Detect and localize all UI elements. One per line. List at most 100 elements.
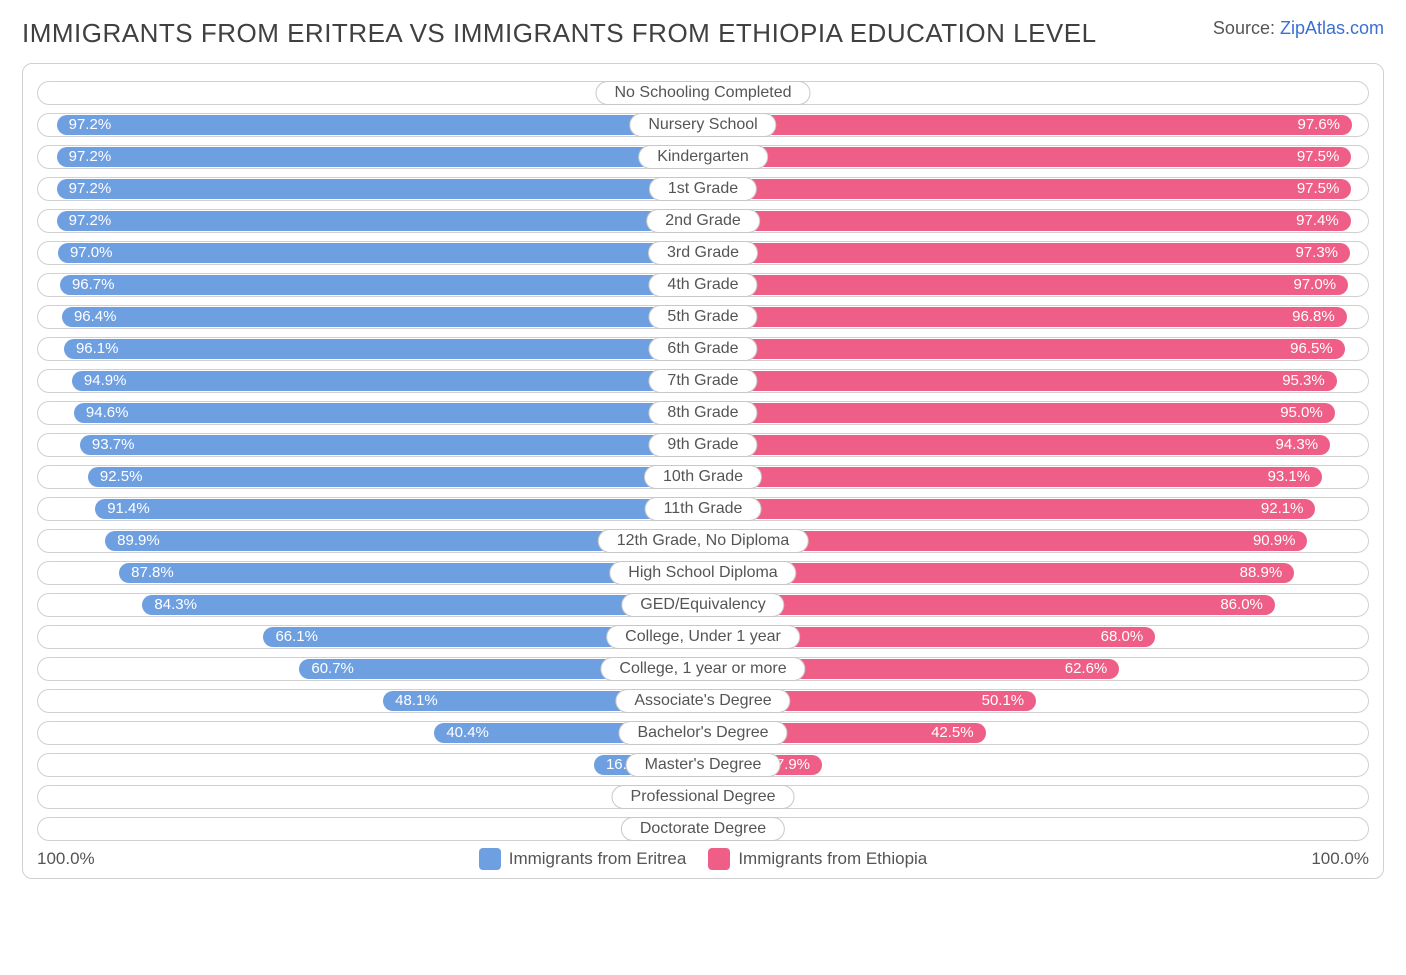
category-label: 10th Grade [644,465,762,489]
bar-side-left: 16.4% [37,753,703,777]
bar-side-right: 97.4% [703,209,1369,233]
bar-value-left: 60.7% [311,660,354,677]
bar-value-right: 97.5% [1297,148,1340,165]
source-link[interactable]: ZipAtlas.com [1280,18,1384,38]
legend-swatch-right [708,848,730,870]
bar-track-left: 4.8% [37,785,703,809]
bar-track-right: 2.4% [703,817,1369,841]
bar-track-right: 92.1% [703,497,1369,521]
source-credit: Source: ZipAtlas.com [1213,18,1384,39]
chart-row: 97.2%97.5%1st Grade [37,175,1369,202]
bar-track-left: 96.7% [37,273,703,297]
bar-right: 93.1% [703,467,1322,487]
bar-side-right: 95.0% [703,401,1369,425]
category-label: Master's Degree [626,753,781,777]
bar-side-right: 68.0% [703,625,1369,649]
bar-value-left: 66.1% [275,628,318,645]
category-label: Doctorate Degree [621,817,785,841]
bar-side-left: 96.7% [37,273,703,297]
bar-side-right: 97.5% [703,177,1369,201]
bar-side-right: 97.3% [703,241,1369,265]
bar-value-left: 94.6% [86,404,129,421]
chart-footer: 100.0% Immigrants from Eritrea Immigrant… [37,848,1369,870]
bar-value-right: 42.5% [931,724,974,741]
bar-left: 96.4% [62,307,703,327]
bar-track-right: 96.8% [703,305,1369,329]
axis-left-max: 100.0% [37,849,95,869]
bar-value-right: 68.0% [1101,628,1144,645]
bar-side-right: 97.0% [703,273,1369,297]
category-label: Nursery School [629,113,776,137]
bar-right: 92.1% [703,499,1315,519]
chart-row: 96.7% 97.0%4th Grade [37,271,1369,298]
chart-row: 2.8%2.5%No Schooling Completed [37,79,1369,106]
category-label: 6th Grade [648,337,757,361]
chart-row: 89.9%90.9%12th Grade, No Diploma [37,527,1369,554]
bar-left: 97.0% [58,243,703,263]
bar-track-left: 87.8% [37,561,703,585]
bar-track-left: 97.2% [37,113,703,137]
chart-row: 94.6% 95.0% 8th Grade [37,399,1369,426]
chart-row: 84.3%86.0%GED/Equivalency [37,591,1369,618]
bar-right: 97.5% [703,179,1351,199]
category-label: Bachelor's Degree [618,721,787,745]
bar-track-right: 97.6% [703,113,1369,137]
bar-left: 96.1% [64,339,703,359]
bar-track-right: 86.0% [703,593,1369,617]
bar-value-right: 97.3% [1295,244,1338,261]
category-label: 4th Grade [648,273,757,297]
bar-track-right: 93.1% [703,465,1369,489]
bar-value-right: 97.4% [1296,212,1339,229]
bar-side-left: 94.6% [37,401,703,425]
bar-value-right: 97.5% [1297,180,1340,197]
bar-left: 84.3% [142,595,703,615]
bar-value-right: 96.8% [1292,308,1335,325]
bar-right: 96.5% [703,339,1345,359]
chart-container: 2.8%2.5%No Schooling Completed97.2%97.6%… [22,63,1384,879]
bar-value-right: 96.5% [1290,340,1333,357]
chart-row: 87.8%88.9%High School Diploma [37,559,1369,586]
bar-side-left: 48.1% [37,689,703,713]
bar-value-right: 50.1% [982,692,1025,709]
bar-track-right: 42.5% [703,721,1369,745]
category-label: Kindergarten [638,145,768,169]
bar-value-left: 84.3% [154,596,197,613]
bar-track-left: 94.6% [37,401,703,425]
bar-left: 93.7% [80,435,703,455]
legend-item-left: Immigrants from Eritrea [479,848,687,870]
bar-side-right: 96.8% [703,305,1369,329]
bar-track-right: 97.5% [703,145,1369,169]
bar-value-left: 89.9% [117,532,160,549]
bar-track-left: 91.4% [37,497,703,521]
category-label: College, Under 1 year [606,625,800,649]
bar-right: 95.3% [703,371,1337,391]
chart-row: 96.4%96.8%5th Grade [37,303,1369,330]
bar-value-right: 95.0% [1280,404,1323,421]
chart-row: 4.8%5.3%Professional Degree [37,783,1369,810]
chart-row: 48.1%50.1%Associate's Degree [37,687,1369,714]
header: IMMIGRANTS FROM ERITREA VS IMMIGRANTS FR… [22,18,1384,49]
bar-side-left: 4.8% [37,785,703,809]
bar-side-left: 66.1% [37,625,703,649]
bar-left: 97.2% [57,179,703,199]
bar-track-left: 92.5% [37,465,703,489]
bar-side-left: 96.1% [37,337,703,361]
bar-right: 95.0% [703,403,1335,423]
bar-track-left: 97.2% [37,145,703,169]
bar-side-right: 17.9% [703,753,1369,777]
legend-label-right: Immigrants from Ethiopia [738,849,927,869]
category-label: 2nd Grade [646,209,760,233]
bar-side-right: 95.3% [703,369,1369,393]
bar-side-right: 97.6% [703,113,1369,137]
bar-track-left: 94.9% [37,369,703,393]
bar-left: 96.7% [60,275,703,295]
bar-value-right: 92.1% [1261,500,1304,517]
bar-value-left: 96.7% [72,276,115,293]
bar-track-right: 97.4% [703,209,1369,233]
bar-right: 97.3% [703,243,1350,263]
bar-side-left: 97.2% [37,209,703,233]
bar-track-left: 2.1% [37,817,703,841]
category-label: 8th Grade [648,401,757,425]
bar-side-right: 5.3% [703,785,1369,809]
chart-row: 92.5%93.1%10th Grade [37,463,1369,490]
